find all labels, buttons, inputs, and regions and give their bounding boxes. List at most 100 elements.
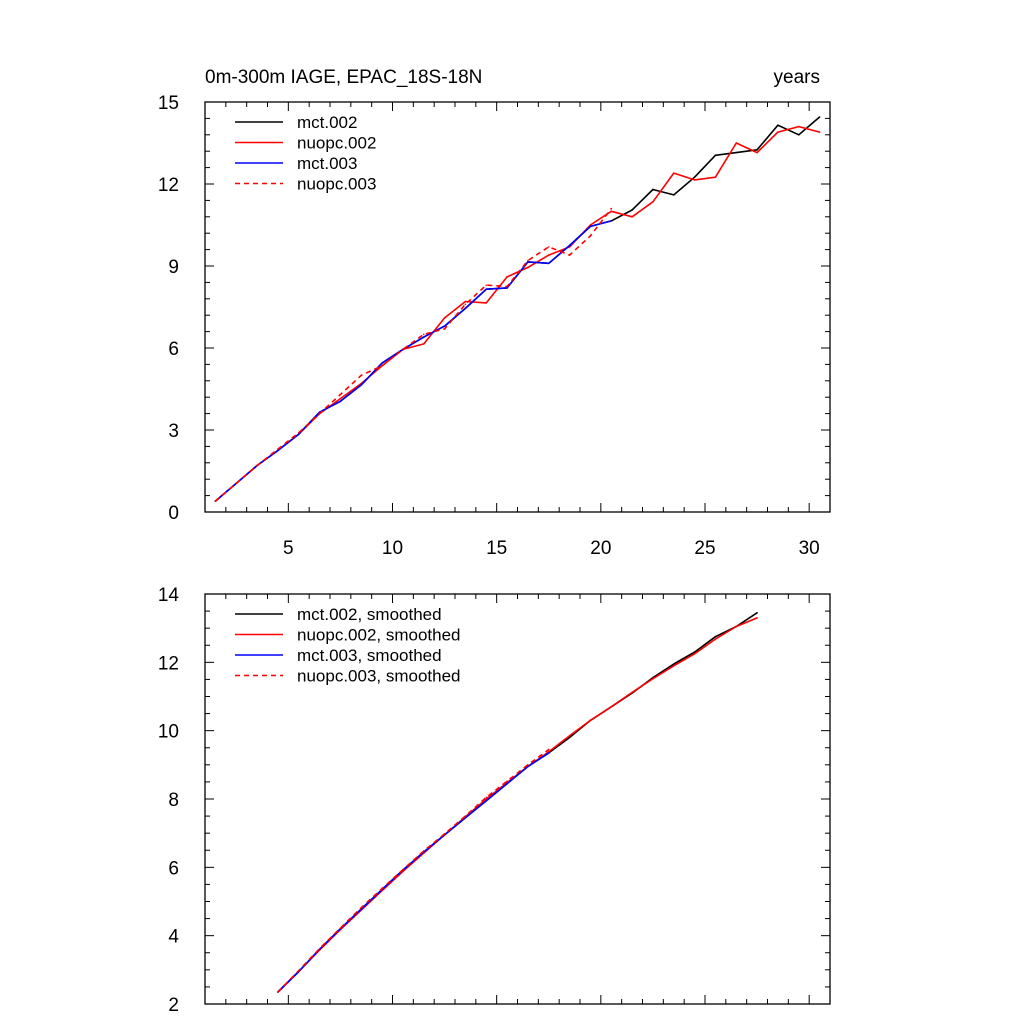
data-point: [527, 259, 529, 262]
data-point: [339, 397, 342, 400]
y-tick-label: 6: [168, 858, 179, 879]
data-point: [464, 815, 467, 817]
top-plot-area: 5 10 15 20 25 30 0 3 6 9 12 15 mct.002 nuopc.002mct.0…: [158, 93, 831, 559]
units-label: years: [774, 67, 820, 88]
data-point: [339, 927, 342, 929]
x-tick-label: 25: [694, 538, 715, 559]
data-point: [402, 868, 404, 871]
data-point: [714, 638, 717, 640]
data-point: [277, 448, 279, 450]
series-line: [214, 125, 820, 502]
data-point: [756, 611, 758, 614]
data-point: [610, 210, 613, 213]
data-point: [381, 887, 383, 890]
series-line: [214, 220, 612, 502]
data-point: [339, 400, 342, 403]
data-point: [714, 176, 717, 178]
data-point: [318, 412, 321, 415]
data-point: [527, 266, 529, 269]
data-point: [527, 764, 529, 766]
data-point: [443, 325, 446, 327]
data-point: [610, 220, 613, 222]
data-point: [756, 151, 758, 154]
data-point: [422, 343, 425, 345]
data-point: [485, 288, 488, 291]
data-point: [277, 991, 279, 993]
data-point: [589, 719, 592, 722]
data-point: [297, 969, 300, 972]
data-point: [422, 336, 425, 338]
data-point: [568, 244, 571, 247]
legend-label: mct.003, smoothed: [297, 646, 442, 665]
series-line: [277, 748, 550, 993]
data-point: [735, 151, 738, 154]
data-point: [360, 374, 363, 377]
data-point: [631, 209, 633, 211]
legend-label: nuopc.002: [297, 134, 376, 153]
data-point: [818, 116, 821, 118]
data-point: [693, 652, 696, 655]
data-point: [589, 235, 592, 237]
data-point: [297, 433, 300, 435]
y-tick-label: 9: [168, 257, 179, 278]
bottom-panel: 2 4 6 8 10 12 14 mct.002, smoothed nuopc.002, sm…: [158, 585, 831, 1016]
y-tick-label: 14: [158, 585, 180, 606]
data-point: [714, 154, 717, 157]
data-point: [443, 328, 446, 330]
data-point: [610, 705, 613, 708]
data-point: [485, 799, 488, 802]
data-point: [297, 431, 300, 434]
data-point: [256, 464, 258, 467]
x-tick-label: 5: [283, 538, 294, 559]
data-point: [464, 307, 467, 310]
data-point: [714, 635, 717, 638]
data-point: [235, 482, 238, 485]
data-point: [318, 947, 321, 950]
data-point: [777, 124, 779, 127]
y-tick-label: 4: [168, 927, 179, 948]
data-point: [464, 303, 467, 306]
x-tick-label: 15: [486, 538, 507, 559]
x-tick-label: 20: [590, 538, 611, 559]
data-point: [214, 500, 217, 502]
data-point: [381, 362, 383, 364]
data-point: [464, 300, 467, 303]
data-point: [506, 287, 508, 289]
data-point: [547, 254, 550, 256]
data-point: [652, 200, 654, 203]
data-point: [506, 276, 508, 278]
data-point: [485, 796, 488, 799]
data-point: [797, 125, 800, 128]
legend-label: nuopc.003: [297, 175, 376, 194]
data-point: [422, 333, 425, 336]
data-point: [547, 748, 550, 751]
data-point: [506, 780, 508, 783]
y-tick-label: 8: [168, 790, 179, 811]
data-point: [631, 691, 633, 694]
data-point: [589, 224, 592, 226]
legend-label: mct.002, smoothed: [297, 605, 442, 624]
data-point: [443, 317, 446, 319]
legend-label: nuopc.003, smoothed: [297, 667, 461, 686]
data-point: [818, 131, 821, 133]
legend-label: mct.002: [297, 113, 357, 132]
y-tick-label: 10: [158, 722, 179, 743]
legend-label: mct.003: [297, 154, 357, 173]
x-tick-label: 30: [799, 538, 820, 559]
data-point: [610, 207, 613, 210]
data-point: [360, 384, 363, 386]
data-point: [631, 216, 633, 218]
data-point: [402, 348, 404, 351]
data-point: [527, 765, 529, 768]
data-point: [693, 176, 696, 178]
data-point: [485, 284, 488, 286]
data-point: [672, 194, 675, 196]
y-tick-label: 3: [168, 421, 179, 442]
data-point: [797, 134, 800, 136]
data-point: [672, 664, 675, 667]
chart-title: 0m-300m IAGE, EPAC_18S-18N: [205, 67, 482, 88]
data-point: [381, 364, 383, 367]
data-point: [652, 188, 654, 191]
data-point: [547, 246, 550, 248]
